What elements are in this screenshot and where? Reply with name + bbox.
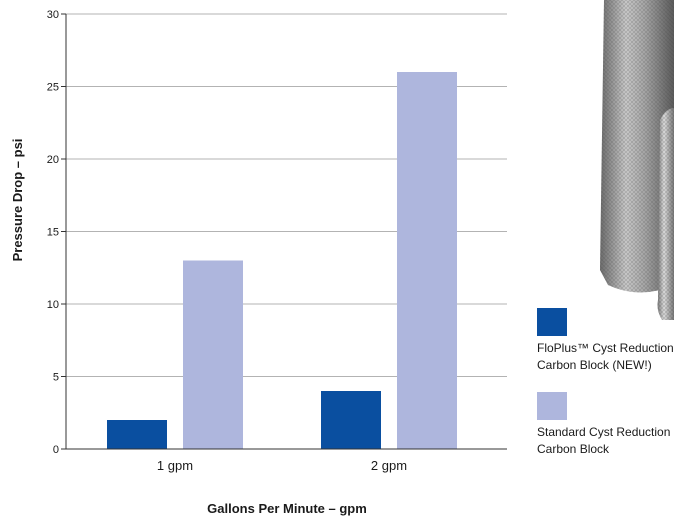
y-axis-title: Pressure Drop – psi — [10, 139, 25, 262]
y-tick-label: 25 — [47, 82, 59, 94]
y-tick-labels: 0 5 10 15 20 25 30 — [47, 9, 66, 456]
y-tick-label: 20 — [47, 154, 59, 166]
legend-swatch-floplus — [537, 308, 567, 336]
legend: FloPlus™ Cyst Reduction Carbon Block (NE… — [537, 308, 674, 476]
legend-label-floplus-line2: Carbon Block (NEW!) — [537, 358, 652, 372]
x-tick-labels: 1 gpm 2 gpm — [157, 458, 407, 473]
bar-floplus-2gpm — [321, 391, 381, 449]
legend-label-floplus-line1: FloPlus™ Cyst Reduction — [537, 341, 674, 355]
filter-cartridges-image — [600, 0, 674, 320]
y-tick-label: 30 — [47, 9, 59, 21]
bar-standard-2gpm — [397, 72, 457, 449]
bars — [107, 72, 457, 449]
x-tick-label: 1 gpm — [157, 458, 193, 473]
bar-floplus-1gpm — [107, 420, 167, 449]
y-tick-label: 5 — [53, 372, 59, 384]
legend-item-floplus: FloPlus™ Cyst Reduction Carbon Block (NE… — [537, 308, 674, 374]
x-tick-label: 2 gpm — [371, 458, 407, 473]
y-tick-label: 15 — [47, 227, 59, 239]
x-axis-title: Gallons Per Minute – gpm — [207, 501, 367, 516]
pressure-drop-bar-chart: 0 5 10 15 20 25 30 1 gpm 2 gpm Pressure Drop – … — [10, 9, 507, 516]
legend-label-standard-line2: Carbon Block — [537, 442, 610, 456]
bar-standard-1gpm — [183, 260, 243, 449]
legend-label-standard-line1: Standard Cyst Reduction — [537, 425, 671, 439]
y-tick-label: 0 — [53, 444, 59, 456]
legend-swatch-standard — [537, 392, 567, 420]
y-tick-label: 10 — [47, 299, 59, 311]
legend-item-standard: Standard Cyst Reduction Carbon Block — [537, 392, 674, 458]
